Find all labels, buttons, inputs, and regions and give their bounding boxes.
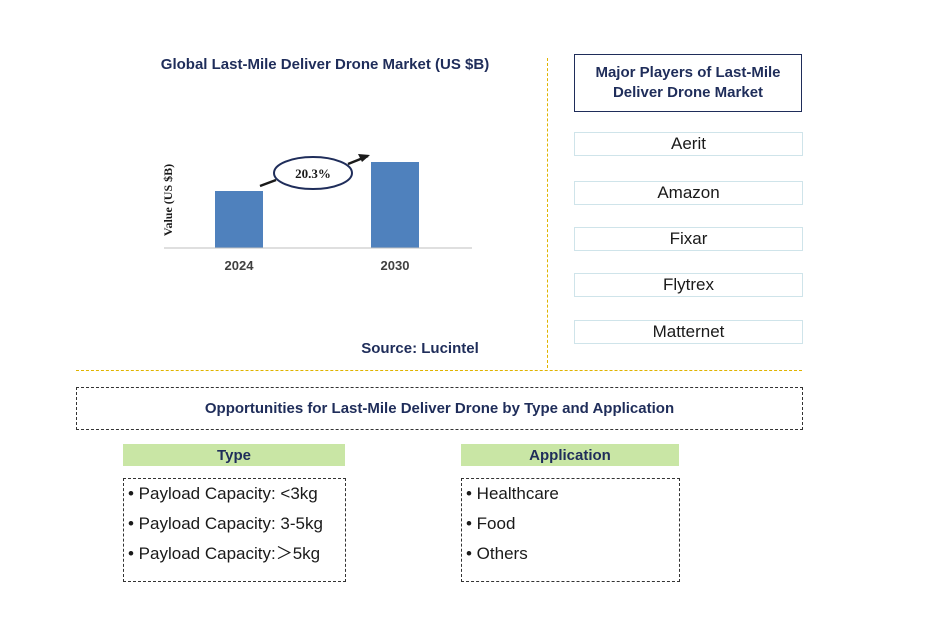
vertical-divider: [547, 58, 548, 368]
chart-title: Global Last-Mile Deliver Drone Market (U…: [160, 56, 490, 73]
type-header: Type: [123, 444, 345, 466]
cagr-label: 20.3%: [295, 166, 331, 181]
source-label: Source: Lucintel: [361, 340, 479, 357]
bar-2030: [371, 162, 419, 248]
type-item: • Payload Capacity:＞5kg: [128, 544, 321, 563]
x-tick-label: 2024: [225, 258, 255, 273]
application-item: • Others: [466, 544, 528, 563]
type-list: • Payload Capacity: <3kg • Payload Capac…: [123, 478, 346, 582]
x-tick-label: 2030: [381, 258, 410, 273]
opportunities-title: Opportunities for Last-Mile Deliver Dron…: [76, 387, 803, 430]
player-item: Amazon: [574, 181, 803, 205]
y-axis-label: Value (US $B): [161, 164, 175, 236]
cagr-ellipse: [273, 156, 353, 190]
horizontal-divider: [76, 370, 802, 371]
player-item: Matternet: [574, 320, 803, 344]
type-item: • Payload Capacity: <3kg: [128, 484, 318, 503]
application-item: • Healthcare: [466, 484, 559, 503]
bar-2024: [215, 191, 263, 248]
arrow-tip: [358, 154, 370, 162]
application-item: • Food: [466, 514, 516, 533]
application-list: • Healthcare • Food • Others: [461, 478, 680, 582]
type-item: • Payload Capacity: 3-5kg: [128, 514, 323, 533]
application-header: Application: [461, 444, 679, 466]
player-item: Aerit: [574, 132, 803, 156]
player-item: Fixar: [574, 227, 803, 251]
player-item: Flytrex: [574, 273, 803, 297]
bar-chart: Value (US $B) 2024 2030 20.3%: [161, 154, 472, 273]
growth-arrow: [259, 178, 277, 188]
players-title: Major Players of Last-Mile Deliver Drone…: [574, 54, 802, 112]
